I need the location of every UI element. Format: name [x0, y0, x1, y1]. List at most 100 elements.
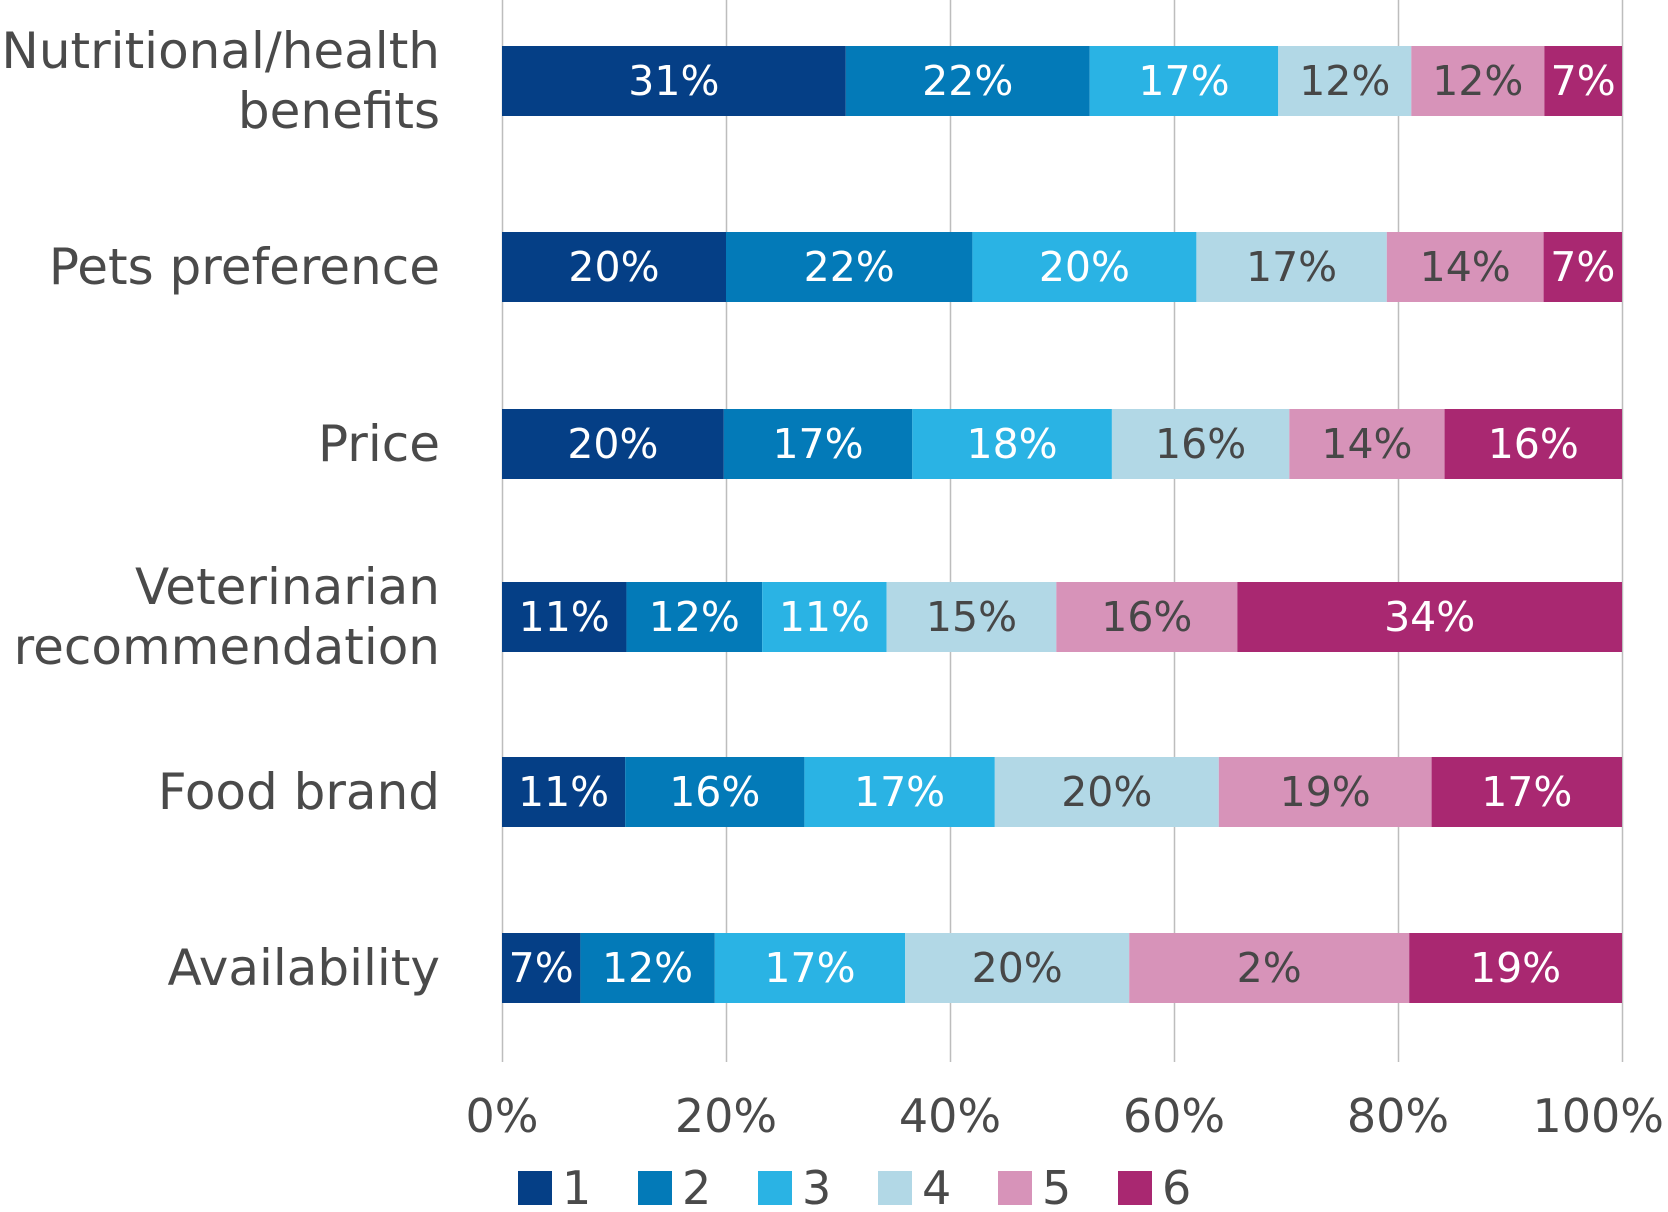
category-label-0-1: benefits: [238, 82, 440, 140]
bar-segment-1-3: [502, 582, 627, 652]
data-label-4-0: 12%: [1299, 57, 1390, 105]
category-label-4-0: Food brand: [158, 763, 440, 821]
bar-segment-4-2: [1111, 409, 1290, 479]
data-label-5-4: 19%: [1280, 768, 1371, 816]
data-label-1-5: 7%: [509, 944, 574, 992]
data-label-5-1: 14%: [1420, 243, 1511, 291]
bar-segment-6-5: [1409, 933, 1622, 1003]
x-tick-label-20: 20%: [675, 1089, 777, 1143]
category-label-0-0: Nutritional/health: [1, 22, 440, 80]
bar-segment-5-0: [1411, 46, 1545, 116]
bar-segment-5-1: [1386, 232, 1544, 302]
x-tick-label-60: 60%: [1123, 1089, 1225, 1143]
bar-segment-4-0: [1278, 46, 1412, 116]
legend-swatch-2: [638, 1171, 672, 1205]
data-label-1-4: 11%: [518, 768, 609, 816]
legend-item-3: 3: [758, 1161, 831, 1212]
data-label-3-1: 20%: [1039, 243, 1130, 291]
data-label-1-0: 31%: [628, 57, 719, 105]
data-label-3-5: 17%: [764, 944, 855, 992]
bar-segment-3-1: [972, 232, 1197, 302]
legend-item-4: 4: [878, 1161, 951, 1212]
bar-segment-3-3: [762, 582, 887, 652]
data-label-6-5: 19%: [1470, 944, 1561, 992]
data-label-3-0: 17%: [1138, 57, 1229, 105]
bar-segment-2-3: [626, 582, 763, 652]
data-label-5-0: 12%: [1432, 57, 1523, 105]
category-label-3-1: recommendation: [14, 618, 440, 676]
legend-label-2: 2: [682, 1161, 711, 1212]
bar-row-0: 31% 22% 17% 12% 12% 7%: [502, 46, 1622, 116]
data-label-2-1: 22%: [804, 243, 895, 291]
category-label-2-0: Price: [318, 415, 440, 473]
bar-segment-4-5: [905, 933, 1130, 1003]
bar-segment-3-2: [912, 409, 1112, 479]
data-label-5-5: 2%: [1237, 944, 1302, 992]
data-label-2-4: 16%: [669, 768, 760, 816]
bars: 31% 22% 17% 12% 12% 7% 20% 22% 20% 17% 14% 7% 20% 17%…: [502, 46, 1622, 1003]
legend-label-1: 1: [562, 1161, 591, 1212]
legend-item-2: 2: [638, 1161, 711, 1212]
bar-segment-2-4: [625, 757, 805, 827]
data-label-1-2: 20%: [567, 420, 658, 468]
legend-swatch-3: [758, 1171, 792, 1205]
legend-swatch-5: [998, 1171, 1032, 1205]
data-label-4-5: 20%: [972, 944, 1063, 992]
legend-item-6: 6: [1118, 1161, 1191, 1212]
data-label-2-0: 22%: [922, 57, 1013, 105]
bar-segment-2-5: [580, 933, 715, 1003]
bar-segment-2-0: [845, 46, 1090, 116]
data-label-4-3: 15%: [926, 593, 1017, 641]
data-label-5-2: 14%: [1321, 420, 1412, 468]
bar-row-5: 7% 12% 17% 20% 2% 19%: [502, 933, 1622, 1003]
x-tick-label-100: 100%: [1532, 1089, 1664, 1143]
x-tick-label-0: 0%: [466, 1089, 539, 1143]
data-label-3-2: 18%: [967, 420, 1058, 468]
bar-segment-1-4: [502, 757, 626, 827]
legend-item-1: 1: [518, 1161, 591, 1212]
x-tick-label-40: 40%: [899, 1089, 1001, 1143]
bar-segment-6-2: [1444, 409, 1622, 479]
bar-row-1: 20% 22% 20% 17% 14% 7%: [502, 232, 1622, 302]
legend-swatch-4: [878, 1171, 912, 1205]
legend: 1 2 3 4 5 6: [518, 1161, 1191, 1212]
legend-label-6: 6: [1162, 1161, 1191, 1212]
bar-segment-6-3: [1237, 582, 1622, 652]
legend-label-5: 5: [1042, 1161, 1071, 1212]
data-label-6-4: 17%: [1481, 768, 1572, 816]
category-label-1-0: Pets preference: [49, 238, 440, 296]
bar-row-3: 11% 12% 11% 15% 16% 34%: [502, 582, 1622, 652]
legend-swatch-1: [518, 1171, 552, 1205]
bar-segment-3-4: [804, 757, 995, 827]
bar-segment-1-5: [502, 933, 581, 1003]
legend-label-4: 4: [922, 1161, 951, 1212]
bar-segment-1-0: [502, 46, 846, 116]
bar-row-4: 11% 16% 17% 20% 19% 17%: [502, 757, 1622, 827]
data-label-3-3: 11%: [779, 593, 870, 641]
x-tick-label-80: 80%: [1347, 1089, 1449, 1143]
bar-segment-4-4: [994, 757, 1219, 827]
bar-segment-2-2: [723, 409, 913, 479]
data-label-2-3: 12%: [649, 593, 740, 641]
bar-segment-5-3: [1056, 582, 1238, 652]
bar-row-2: 20% 17% 18% 16% 14% 16%: [502, 409, 1622, 479]
bar-segment-6-0: [1544, 46, 1622, 116]
bar-segment-6-4: [1431, 757, 1622, 827]
category-label-5-0: Availability: [167, 939, 440, 997]
bar-segment-5-4: [1218, 757, 1432, 827]
data-label-6-0: 7%: [1551, 57, 1616, 105]
data-label-2-2: 17%: [772, 420, 863, 468]
gridlines: [501, 0, 1624, 1062]
data-label-2-5: 12%: [602, 944, 693, 992]
bar-segment-3-0: [1089, 46, 1279, 116]
bar-segment-2-1: [726, 232, 973, 302]
data-label-1-1: 20%: [568, 243, 659, 291]
bar-segment-1-1: [502, 232, 726, 302]
data-label-6-3: 34%: [1384, 593, 1475, 641]
legend-swatch-6: [1118, 1171, 1152, 1205]
category-label-3-0: Veterinarian: [135, 558, 440, 616]
data-label-6-2: 16%: [1488, 420, 1579, 468]
data-label-5-3: 16%: [1101, 593, 1192, 641]
